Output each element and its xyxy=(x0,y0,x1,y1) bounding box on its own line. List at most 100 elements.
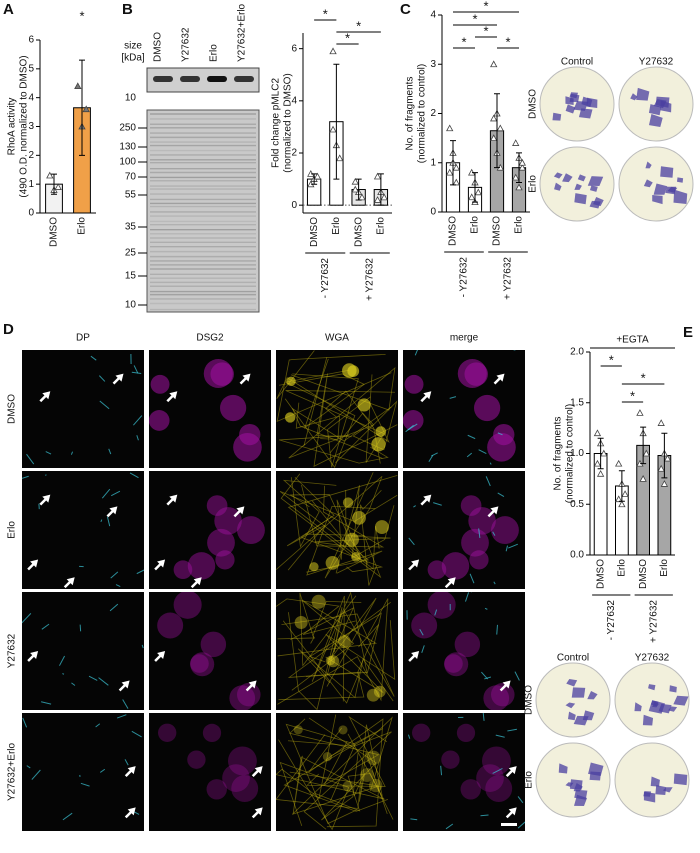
membrane xyxy=(306,715,388,787)
arrow-head xyxy=(157,651,166,659)
nucleus xyxy=(173,560,193,580)
membrane xyxy=(279,491,398,573)
membrane xyxy=(325,620,396,693)
junction xyxy=(31,769,41,780)
junction xyxy=(440,765,443,776)
y-tick-label: 0 xyxy=(430,207,436,218)
y-axis-label: (normalized to control) xyxy=(417,64,428,163)
junction xyxy=(445,823,454,830)
junction xyxy=(41,701,52,705)
membrane xyxy=(359,489,382,586)
data-point xyxy=(657,464,665,472)
micrograph xyxy=(22,471,144,589)
arrow-head xyxy=(242,373,251,382)
channel-label: DP xyxy=(76,333,90,344)
fragment xyxy=(574,193,587,205)
data-point xyxy=(621,490,629,497)
fragment xyxy=(662,787,673,793)
x-tick-label: DMSO xyxy=(49,217,60,247)
fragment xyxy=(660,100,672,113)
junction xyxy=(41,623,50,630)
scale-bar xyxy=(501,823,517,826)
junction xyxy=(467,434,476,440)
membrane xyxy=(353,751,388,814)
y-tick-label: 1.5 xyxy=(570,397,584,408)
fragment xyxy=(645,161,652,169)
error-bar xyxy=(377,173,384,206)
y-tick-label: 2 xyxy=(28,150,34,161)
nucleus xyxy=(206,495,228,516)
junction xyxy=(517,796,524,804)
nucleus xyxy=(239,423,261,446)
junction xyxy=(70,451,74,455)
fragment xyxy=(652,194,663,205)
y-tick-label: 5 xyxy=(28,63,34,74)
y-tick-label: 6 xyxy=(28,35,34,46)
golgi xyxy=(351,552,361,562)
micrograph-bg xyxy=(149,471,271,589)
fragment xyxy=(653,183,668,195)
junction xyxy=(133,365,139,374)
junction xyxy=(99,400,110,410)
data-point xyxy=(639,475,647,482)
fragment xyxy=(643,791,656,803)
error-bar xyxy=(51,173,57,195)
blot-size-label: [kDa] xyxy=(121,53,145,64)
fragment xyxy=(565,702,576,709)
marker-label: 70 xyxy=(125,172,137,183)
junction xyxy=(98,375,106,382)
nucleus xyxy=(456,723,476,743)
plate-column-label: Control xyxy=(557,653,589,664)
arrow-head xyxy=(169,391,178,400)
y-tick-label: 4 xyxy=(291,95,297,106)
nucleus xyxy=(222,764,250,792)
micrograph xyxy=(276,713,398,831)
nucleus xyxy=(469,550,489,570)
x-tick-label: Erlo xyxy=(470,216,481,234)
marker-label: 55 xyxy=(125,190,137,201)
fragment xyxy=(648,684,656,691)
marker-label: 250 xyxy=(119,123,136,134)
data-point xyxy=(446,124,454,132)
membrane xyxy=(282,477,337,548)
membrane xyxy=(277,598,389,705)
y-tick-label: 6 xyxy=(291,43,297,54)
junction xyxy=(505,545,508,552)
junction xyxy=(45,451,52,455)
nucleus xyxy=(457,358,487,389)
fragment xyxy=(660,166,674,178)
fragment xyxy=(587,176,604,187)
arrow xyxy=(39,497,48,506)
arrow-head xyxy=(66,577,75,586)
junction xyxy=(22,717,28,728)
fragment xyxy=(571,687,586,698)
data-point xyxy=(336,154,344,162)
golgi xyxy=(294,615,308,629)
y-tick-label: 2 xyxy=(291,148,297,159)
chart-title: +EGTA xyxy=(616,335,649,346)
junction xyxy=(129,472,139,479)
x-tick-label: Erlo xyxy=(376,217,387,235)
micrograph xyxy=(403,592,525,710)
nucleus xyxy=(202,723,222,743)
junction xyxy=(122,699,129,709)
error-bar xyxy=(640,426,647,465)
nucleus xyxy=(491,516,519,545)
data-point xyxy=(618,500,626,508)
nucleus xyxy=(481,746,511,776)
panel-letter: D xyxy=(3,321,14,338)
data-point xyxy=(600,449,608,457)
fragment xyxy=(566,678,578,687)
group-label: - Y27632 xyxy=(606,600,617,641)
junction xyxy=(62,673,65,675)
data-point xyxy=(593,459,602,467)
y-tick-label: 1.0 xyxy=(570,448,584,459)
y-axis-label: (490 O.D. normalized to DMSO) xyxy=(19,55,30,197)
nucleus xyxy=(214,507,242,535)
fragment xyxy=(573,783,583,792)
junction xyxy=(26,453,35,465)
membrane xyxy=(292,373,371,468)
marker-label: 15 xyxy=(125,271,137,282)
junction xyxy=(413,505,416,508)
significance-label: * xyxy=(323,6,328,21)
